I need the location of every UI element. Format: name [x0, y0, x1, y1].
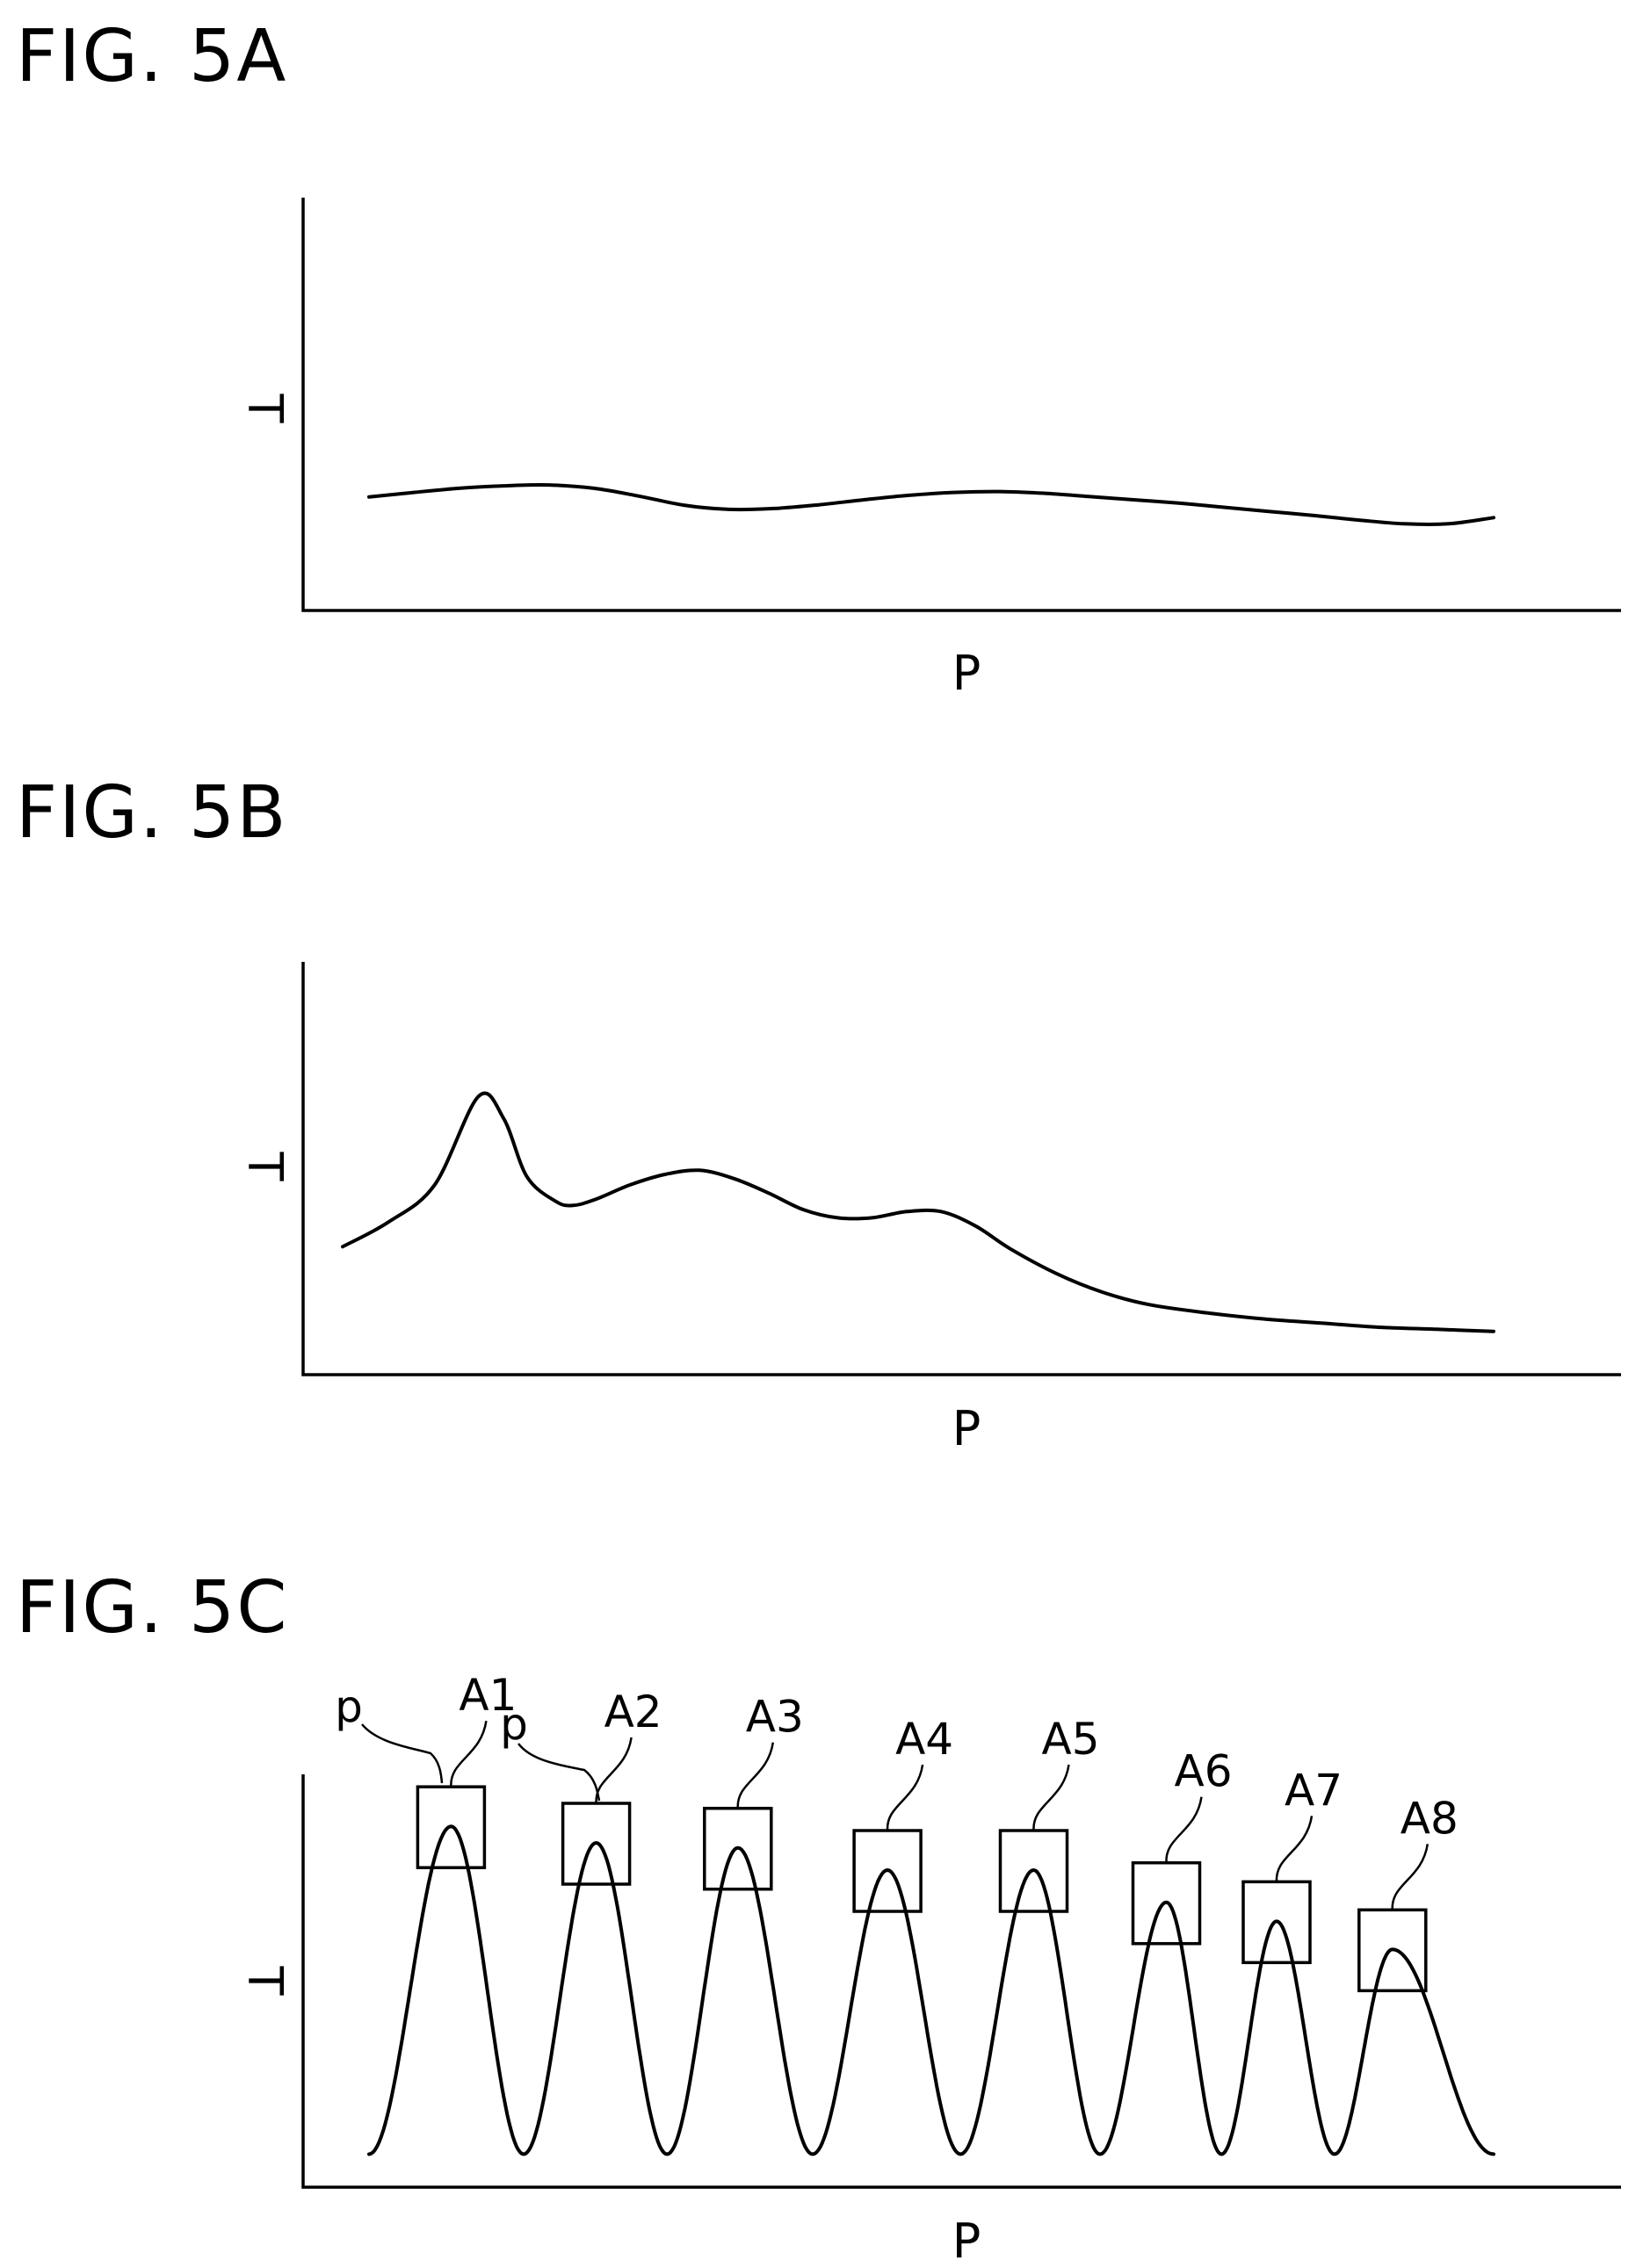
- peak-label-a1: A1: [459, 1670, 517, 1721]
- chart-5c-series-line: [367, 1824, 1495, 2156]
- p-marker-2: p: [500, 1699, 528, 1750]
- peak-label-a6: A6: [1174, 1746, 1232, 1797]
- chart-5a-series-line: [367, 482, 1495, 527]
- chart-5b: FIG. 5B T P: [16, 771, 1621, 1456]
- chart-5b-xlabel: P: [952, 1401, 981, 1456]
- chart-5c-peak-annotations: A1 A2 A3 A4 A5 A6 A7 A8: [416, 1670, 1458, 1993]
- peak-leader-a1: [450, 1721, 488, 1788]
- peak-label-a7: A7: [1285, 1765, 1343, 1816]
- chart-5b-series-line: [341, 1091, 1495, 1333]
- peak-leader-a5: [1032, 1764, 1070, 1831]
- chart-5a-ylabel: T: [237, 394, 293, 424]
- chart-5a-axes: [301, 198, 1621, 612]
- chart-5b-ylabel: T: [237, 1152, 293, 1182]
- chart-5a-xlabel: P: [952, 646, 981, 701]
- chart-5c-xlabel: P: [952, 2214, 981, 2268]
- p-marker-1: p: [335, 1681, 363, 1732]
- peak-label-a4: A4: [895, 1714, 953, 1765]
- peak-leader-a7: [1275, 1816, 1314, 1882]
- peak-leader-a2: [595, 1737, 633, 1804]
- p-leader-2: [518, 1743, 601, 1802]
- peak-leader-a4: [886, 1764, 924, 1831]
- p-leader-1: [361, 1723, 444, 1784]
- peak-label-a5: A5: [1041, 1714, 1099, 1765]
- peak-leader-a3: [736, 1742, 775, 1809]
- chart-5a: FIG. 5A T P: [16, 15, 1621, 701]
- chart-5a-title: FIG. 5A: [16, 15, 287, 98]
- chart-5c: FIG. 5C T P A1 A2 A3 A4 A5 A6 A7 A8 p p: [16, 1566, 1621, 2268]
- peak-label-a8: A8: [1401, 1793, 1458, 1844]
- peak-leader-a8: [1391, 1844, 1429, 1910]
- peak-leader-a6: [1165, 1796, 1203, 1863]
- chart-5c-title: FIG. 5C: [16, 1566, 288, 1650]
- peak-label-a3: A3: [746, 1692, 804, 1743]
- peak-label-a2: A2: [604, 1687, 662, 1737]
- chart-5b-axes: [301, 962, 1621, 1376]
- chart-5c-ylabel: T: [237, 1966, 293, 1997]
- chart-5b-title: FIG. 5B: [16, 771, 287, 855]
- chart-5c-axes: [301, 1774, 1621, 2189]
